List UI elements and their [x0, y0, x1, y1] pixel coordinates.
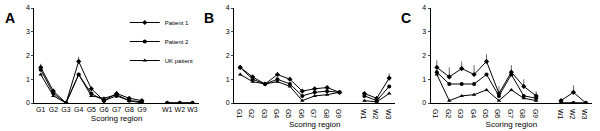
svg-text:2: 2: [26, 52, 30, 59]
svg-text:G4: G4: [470, 109, 477, 118]
svg-text:Scoring region: Scoring region: [289, 120, 341, 129]
svg-text:G3: G3: [457, 109, 464, 118]
svg-text:G6: G6: [494, 109, 501, 118]
svg-text:0: 0: [422, 99, 426, 106]
svg-text:0: 0: [26, 99, 30, 106]
svg-text:G2: G2: [445, 109, 452, 118]
svg-text:W1: W1: [162, 106, 173, 113]
svg-text:G9: G9: [137, 106, 146, 113]
svg-text:Patient 2: Patient 2: [165, 39, 189, 45]
svg-text:1: 1: [226, 76, 230, 83]
svg-text:1: 1: [422, 76, 426, 83]
svg-text:0: 0: [226, 99, 230, 106]
svg-text:Scoring region: Scoring region: [91, 114, 143, 123]
svg-text:G8: G8: [519, 109, 526, 118]
svg-text:G5: G5: [285, 109, 292, 118]
svg-text:G7: G7: [310, 109, 317, 118]
svg-text:W3: W3: [581, 109, 588, 120]
svg-text:G3: G3: [261, 109, 268, 118]
svg-text:G8: G8: [323, 109, 330, 118]
svg-text:3: 3: [26, 28, 30, 35]
svg-text:G1: G1: [236, 109, 243, 118]
svg-text:G3: G3: [61, 106, 70, 113]
svg-text:2: 2: [226, 52, 230, 59]
svg-text:G6: G6: [99, 106, 108, 113]
svg-text:3: 3: [422, 28, 426, 35]
svg-text:4: 4: [226, 4, 230, 11]
svg-text:G4: G4: [273, 109, 280, 118]
svg-text:G8: G8: [125, 106, 134, 113]
svg-text:Patient 1: Patient 1: [165, 20, 189, 26]
svg-text:W2: W2: [569, 109, 576, 120]
svg-text:G2: G2: [49, 106, 58, 113]
svg-text:C: C: [401, 10, 411, 26]
svg-text:W1: W1: [557, 109, 564, 120]
svg-text:G4: G4: [74, 106, 83, 113]
svg-text:UK patient: UK patient: [165, 58, 193, 64]
svg-text:G9: G9: [532, 109, 539, 118]
svg-text:G5: G5: [87, 106, 96, 113]
svg-text:4: 4: [422, 4, 426, 11]
svg-text:G6: G6: [298, 109, 305, 118]
svg-text:G1: G1: [36, 106, 45, 113]
svg-text:G5: G5: [482, 109, 489, 118]
svg-text:W3: W3: [187, 106, 198, 113]
svg-text:W2: W2: [372, 109, 379, 120]
svg-text:W3: W3: [385, 109, 392, 120]
svg-text:G9: G9: [335, 109, 342, 118]
svg-text:B: B: [204, 10, 214, 26]
svg-text:1: 1: [26, 76, 30, 83]
svg-text:A: A: [5, 10, 15, 26]
svg-text:3: 3: [226, 28, 230, 35]
svg-text:G2: G2: [248, 109, 255, 118]
svg-text:4: 4: [26, 4, 30, 11]
svg-text:W1: W1: [360, 109, 367, 120]
svg-text:G1: G1: [432, 109, 439, 118]
svg-text:G7: G7: [112, 106, 121, 113]
svg-text:G7: G7: [507, 109, 514, 118]
svg-text:Scoring region: Scoring region: [486, 120, 538, 129]
svg-text:W2: W2: [175, 106, 186, 113]
svg-text:2: 2: [422, 52, 426, 59]
